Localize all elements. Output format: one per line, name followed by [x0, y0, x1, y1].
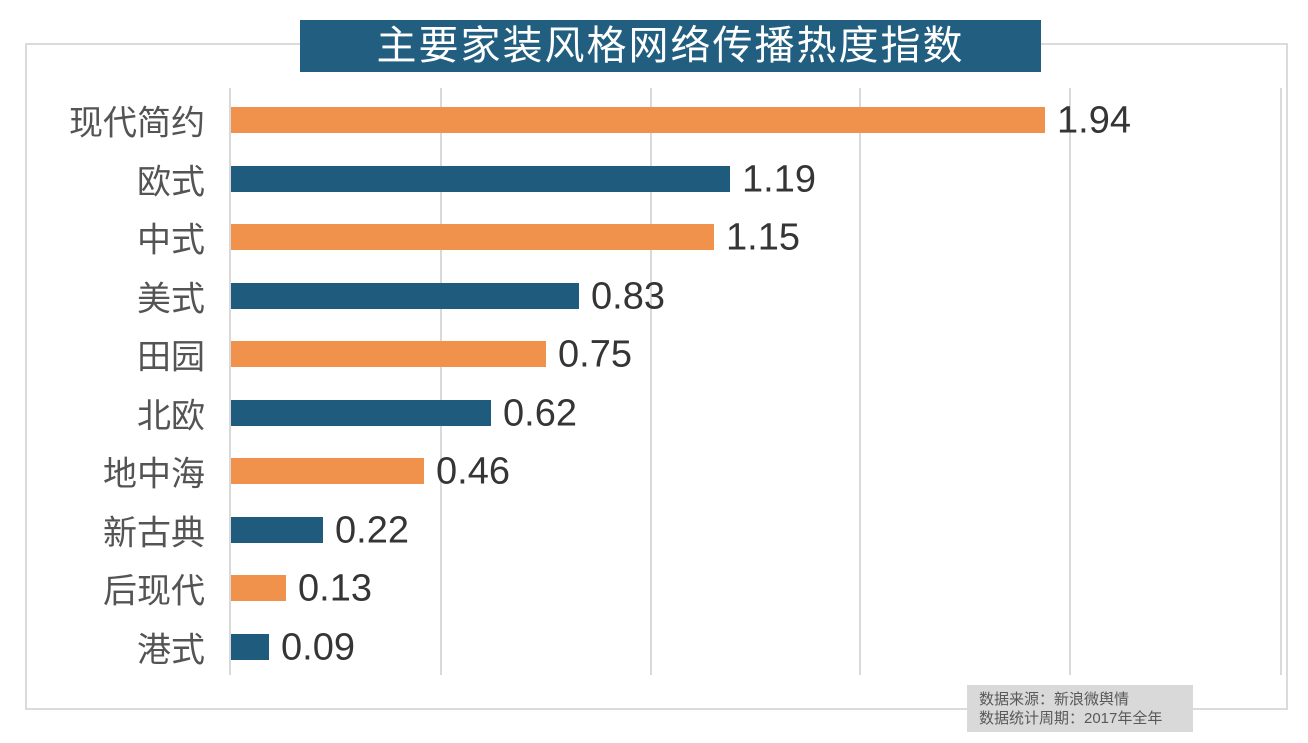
- value-label: 0.13: [298, 567, 372, 610]
- bar: [231, 633, 269, 660]
- value-label: 0.62: [503, 392, 577, 434]
- category-label: 地中海: [103, 455, 205, 494]
- category-label: 美式: [137, 280, 205, 318]
- bar: [231, 575, 286, 601]
- bar: [231, 399, 491, 426]
- data-source-line: 数据来源：新浪微舆情: [979, 691, 1130, 708]
- category-label: 港式: [137, 631, 205, 669]
- gridline-1.0: [649, 88, 652, 675]
- bar: [231, 282, 579, 309]
- category-label: 后现代: [103, 572, 205, 611]
- bar: [231, 224, 714, 250]
- bar: [231, 107, 1045, 133]
- bar: [231, 341, 546, 367]
- bar: [231, 458, 424, 484]
- data-period-line: 数据统计周期：2017年全年: [979, 710, 1163, 727]
- bar: [231, 516, 323, 543]
- value-label: 0.22: [335, 509, 409, 551]
- value-label: 0.46: [436, 450, 510, 493]
- bar: [231, 165, 730, 192]
- value-label: 1.19: [742, 158, 816, 200]
- gridline-0.5: [439, 88, 442, 675]
- gridline-2.0: [1069, 88, 1072, 675]
- category-label: 中式: [137, 221, 205, 260]
- category-label: 北欧: [137, 397, 205, 435]
- category-label: 欧式: [137, 163, 205, 201]
- value-label: 1.94: [1057, 99, 1131, 142]
- category-label: 现代简约: [69, 104, 205, 143]
- category-label: 田园: [137, 338, 205, 377]
- value-label: 0.75: [558, 333, 632, 376]
- chart-title: 主要家装风格网络传播热度指数: [376, 24, 965, 68]
- value-label: 0.83: [591, 275, 665, 317]
- category-label: 新古典: [103, 514, 205, 552]
- chart-title-banner: 主要家装风格网络传播热度指数: [300, 20, 1041, 72]
- gridline-1.5: [859, 88, 862, 675]
- data-source-box: 数据来源：新浪微舆情 数据统计周期：2017年全年: [967, 685, 1193, 732]
- plot-area: [229, 88, 1282, 675]
- value-label: 1.15: [726, 216, 800, 259]
- value-label: 0.09: [281, 626, 355, 668]
